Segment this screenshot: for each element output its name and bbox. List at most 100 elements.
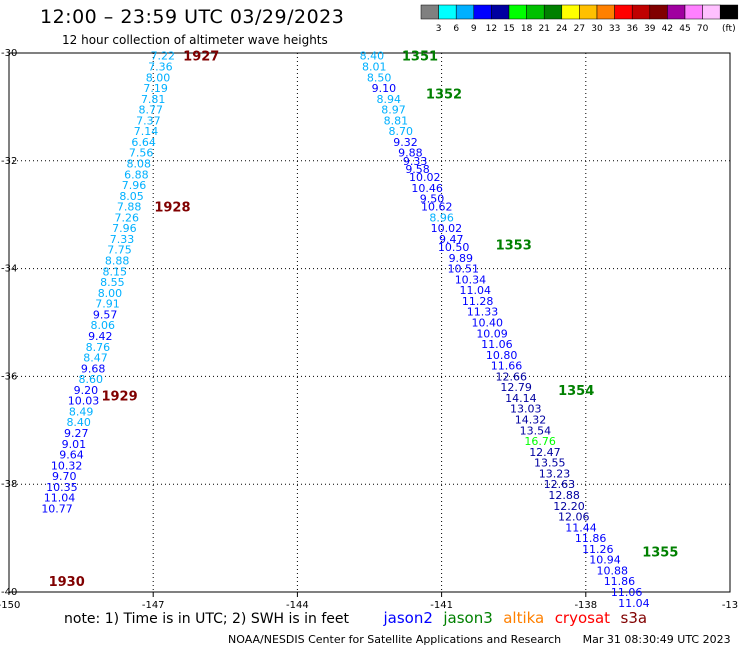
y-tick-label: -40 bbox=[1, 587, 17, 598]
data-label: 8.08 bbox=[127, 157, 152, 170]
data-label: 7.56 bbox=[129, 147, 154, 160]
satellite-label-jason2: jason2 bbox=[383, 609, 433, 627]
note-row: note: 1) Time is in UTC; 2) SWH is in fe… bbox=[64, 609, 653, 627]
data-label: 9.10 bbox=[372, 82, 397, 95]
data-label: 9.20 bbox=[74, 384, 99, 397]
data-label: 9.70 bbox=[52, 470, 77, 483]
data-label: 10.34 bbox=[455, 273, 487, 286]
legend-color-swatch bbox=[526, 4, 545, 20]
legend-tick-label: 27 bbox=[574, 24, 585, 34]
data-label: 7.37 bbox=[136, 114, 161, 127]
chart-subtitle: 12 hour collection of altimeter wave hei… bbox=[62, 33, 328, 47]
data-label: 8.76 bbox=[86, 341, 111, 354]
data-label: 8.15 bbox=[102, 265, 127, 278]
data-label: 10.02 bbox=[409, 171, 441, 184]
footer-credit: NOAA/NESDIS Center for Satellite Applica… bbox=[228, 633, 562, 646]
legend-color-swatch bbox=[631, 4, 651, 20]
legend-color-swatch bbox=[579, 4, 598, 20]
data-label: 14.32 bbox=[515, 414, 547, 427]
legend-tick-label: 3 bbox=[436, 24, 442, 34]
data-label: 10.46 bbox=[411, 182, 443, 195]
legend-tick-label: 21 bbox=[538, 24, 549, 34]
data-label: 9.58 bbox=[405, 163, 430, 176]
data-label: 10.50 bbox=[438, 241, 470, 254]
legend-tick-label: 24 bbox=[556, 24, 568, 34]
data-label: 7.96 bbox=[112, 222, 137, 235]
data-label: 11.04 bbox=[618, 597, 650, 610]
data-label: 7.14 bbox=[134, 125, 159, 138]
chart-title: 12:00 – 23:59 UTC 03/29/2023 bbox=[40, 6, 345, 28]
plot-frame bbox=[8, 52, 731, 593]
data-label: 10.32 bbox=[51, 459, 83, 472]
data-label: 8.00 bbox=[146, 71, 171, 84]
data-label: 9.27 bbox=[64, 427, 89, 440]
data-label: 9.68 bbox=[81, 362, 106, 375]
legend-tick-label: 18 bbox=[521, 24, 533, 34]
data-label: 13.23 bbox=[539, 467, 571, 480]
data-label: 6.64 bbox=[131, 136, 156, 149]
satellite-label-cryosat: cryosat bbox=[554, 609, 611, 627]
data-label: 8.96 bbox=[429, 211, 454, 224]
legend-color-swatch bbox=[614, 4, 633, 20]
x-tick-label: -141 bbox=[430, 600, 453, 611]
legend-color-swatch bbox=[473, 4, 492, 20]
data-label: 7.36 bbox=[148, 60, 173, 73]
data-label: 8.77 bbox=[139, 104, 164, 117]
data-label: 11.33 bbox=[467, 306, 499, 319]
data-label: 8.47 bbox=[83, 352, 108, 365]
legend-color-swatch bbox=[684, 4, 703, 20]
data-label: 10.40 bbox=[472, 317, 504, 330]
legend-tick-label: 39 bbox=[644, 24, 656, 34]
satellite-label-altika: altika bbox=[503, 609, 545, 627]
legend-color-swatch bbox=[491, 4, 510, 20]
legend-tick-label: 15 bbox=[503, 24, 514, 34]
data-label: 8.01 bbox=[362, 60, 387, 73]
satellite-label-jason3: jason3 bbox=[443, 609, 493, 627]
data-label: 11.06 bbox=[611, 586, 643, 599]
note-text: note: 1) Time is in UTC; 2) SWH is in fe… bbox=[64, 611, 350, 627]
data-label: 11.28 bbox=[462, 295, 494, 308]
data-label: 10.03 bbox=[68, 395, 100, 408]
satellite-label-s3a: s3a bbox=[620, 609, 648, 627]
data-label: 12.06 bbox=[558, 511, 590, 524]
x-tick-label: -150 bbox=[0, 600, 20, 611]
data-label: 9.42 bbox=[88, 330, 113, 343]
data-label: 9.47 bbox=[439, 233, 464, 246]
legend-tick-label: 45 bbox=[679, 24, 690, 34]
legend-tick-label: 36 bbox=[626, 24, 638, 34]
legend-color-swatch bbox=[649, 4, 668, 20]
legend-color-swatch bbox=[667, 4, 686, 20]
y-tick-label: -38 bbox=[1, 479, 17, 490]
data-label: 8.49 bbox=[69, 405, 94, 418]
data-label: 8.88 bbox=[105, 255, 130, 268]
footer-timestamp: Mar 31 08:30:49 UTC 2023 bbox=[582, 633, 731, 646]
track-id-label: 1930 bbox=[49, 575, 85, 590]
data-label: 9.01 bbox=[62, 438, 87, 451]
data-label: 7.22 bbox=[151, 50, 176, 63]
data-label: 7.91 bbox=[95, 298, 120, 311]
legend-color-swatch bbox=[719, 4, 739, 20]
data-label: 9.64 bbox=[59, 449, 84, 462]
data-label: 8.00 bbox=[98, 287, 123, 300]
data-label: 7.26 bbox=[115, 211, 140, 224]
data-label: 13.03 bbox=[510, 403, 542, 416]
y-tick-label: -30 bbox=[1, 48, 17, 59]
data-label: 11.04 bbox=[459, 284, 491, 297]
x-tick-label: -138 bbox=[574, 600, 597, 611]
data-label: 12.79 bbox=[500, 381, 532, 394]
data-label: 8.81 bbox=[384, 114, 409, 127]
x-tick-label: -144 bbox=[286, 600, 309, 611]
data-label: 7.81 bbox=[141, 93, 166, 106]
data-label: 6.88 bbox=[124, 168, 149, 181]
data-label: 14.14 bbox=[505, 392, 537, 405]
track-id-label: 1928 bbox=[154, 201, 190, 216]
data-label: 9.88 bbox=[398, 147, 423, 160]
data-label: 11.26 bbox=[582, 543, 614, 556]
data-label: 12.88 bbox=[548, 489, 580, 502]
data-label: 8.05 bbox=[119, 190, 144, 203]
data-label: 12.63 bbox=[544, 478, 576, 491]
data-label: 10.88 bbox=[596, 564, 628, 577]
data-label: 16.76 bbox=[524, 435, 556, 448]
legend-tick-label: 42 bbox=[662, 24, 673, 34]
legend-unit-label: (ft) bbox=[722, 24, 736, 34]
